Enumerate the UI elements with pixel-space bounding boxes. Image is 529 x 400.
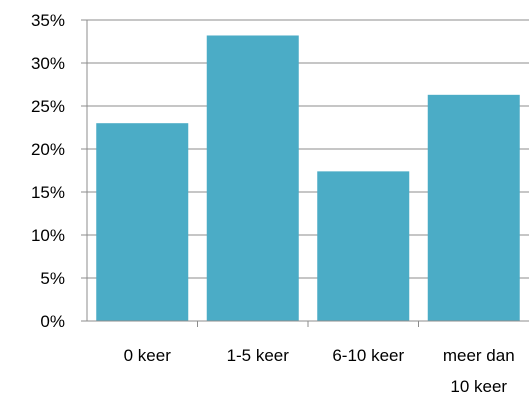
x-category-label-0: 0 keer	[124, 346, 172, 365]
x-category-label-1: 1-5 keer	[227, 346, 290, 365]
y-tick-label-0: 0%	[40, 312, 65, 331]
bar-3	[427, 94, 520, 321]
y-tick-label-10: 10%	[31, 226, 65, 245]
bar-0	[96, 123, 189, 321]
axes	[81, 19, 529, 327]
y-tick-label-25: 25%	[31, 97, 65, 116]
x-category-label-2: 6-10 keer	[332, 346, 404, 365]
x-category-labels: 0 keer 1-5 keer 6-10 keer meer dan 10 keer	[124, 346, 515, 396]
y-tick-label-30: 30%	[31, 54, 65, 73]
y-tick-label-15: 15%	[31, 183, 65, 202]
y-tick-label-5: 5%	[40, 269, 65, 288]
bar-2	[317, 171, 410, 321]
y-tick-label-35: 35%	[31, 11, 65, 30]
x-category-label-3: meer dan 10 keer	[443, 346, 515, 396]
bars	[96, 35, 520, 321]
y-tick-labels: 0% 5% 10% 15% 20% 25% 30% 35%	[31, 11, 65, 331]
y-tick-label-20: 20%	[31, 140, 65, 159]
bar-1	[206, 35, 299, 321]
